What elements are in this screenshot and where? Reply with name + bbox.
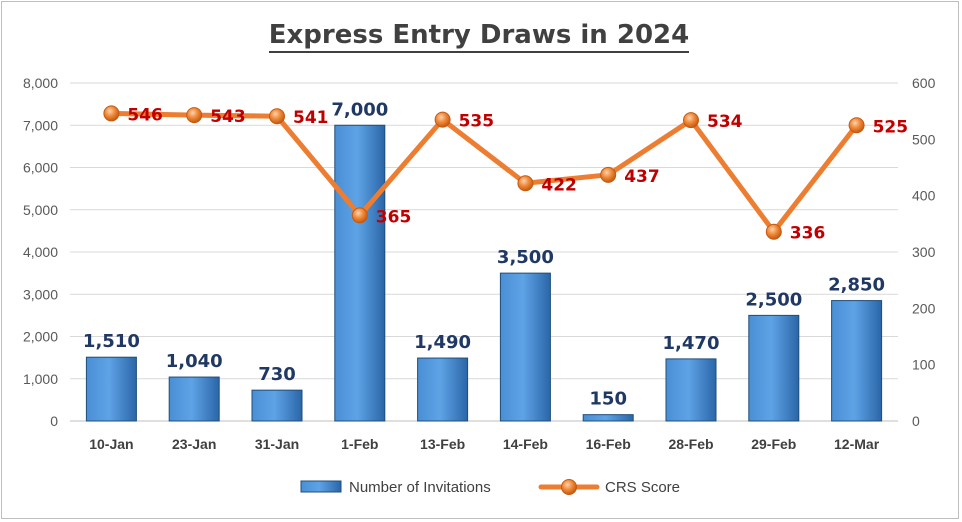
- line-data-label: 535: [459, 112, 495, 132]
- x-axis: 10-Jan 23-Jan 31-Jan 1-Feb 13-Feb 14-Feb 16-Fe…: [89, 436, 879, 452]
- bar-data-label: 7,000: [331, 99, 388, 120]
- bar: [417, 357, 469, 422]
- line-point: [186, 107, 203, 124]
- legend-label-crs: CRS Score: [605, 479, 680, 496]
- left-y-axis: 0 1,000 2,000 3,000 4,000 5,000 6,000 7,000 8,00…: [23, 75, 58, 429]
- left-tick-label: 6,000: [23, 160, 58, 176]
- left-tick-label: 4,000: [23, 244, 58, 260]
- bar: [168, 376, 220, 422]
- right-y-axis: 0 100 200 300 400 500 600: [912, 75, 936, 429]
- bar-data-label: 1,040: [166, 351, 223, 372]
- bar-data-label: 730: [258, 364, 296, 385]
- bar: [85, 356, 137, 422]
- left-tick-label: 5,000: [23, 202, 58, 218]
- line-data-label: 541: [293, 108, 329, 128]
- right-tick-label: 300: [912, 244, 936, 260]
- bar: [665, 358, 717, 422]
- bar: [499, 272, 551, 422]
- line-point: [848, 117, 865, 134]
- category-label: 31-Jan: [255, 436, 299, 452]
- bar: [582, 414, 634, 422]
- bar-data-label: 3,500: [497, 247, 554, 268]
- line-data-label: 534: [707, 112, 743, 132]
- legend-bar-swatch: [300, 480, 342, 493]
- bar: [831, 300, 883, 422]
- category-label: 16-Feb: [586, 436, 631, 452]
- line-data-label: 543: [210, 107, 246, 127]
- legend-line-marker: [561, 479, 577, 495]
- bar: [334, 124, 386, 422]
- chart-title: Express Entry Draws in 2024: [0, 20, 958, 53]
- line-point: [351, 207, 368, 224]
- legend: Number of Invitations CRS Score: [300, 479, 680, 496]
- category-label: 10-Jan: [89, 436, 133, 452]
- right-tick-label: 600: [912, 75, 936, 91]
- line-point: [765, 223, 782, 240]
- line-data-label: 422: [541, 175, 577, 195]
- legend-label-invitations: Number of Invitations: [349, 479, 491, 496]
- line-point: [103, 105, 120, 122]
- line-point: [269, 108, 285, 125]
- bar: [251, 389, 303, 422]
- left-tick-label: 2,000: [23, 329, 58, 345]
- right-tick-label: 200: [912, 300, 936, 316]
- right-tick-label: 400: [912, 188, 936, 204]
- line-point: [683, 112, 699, 129]
- line-data-label: 365: [376, 207, 412, 227]
- line-data-label: 437: [624, 167, 660, 187]
- category-label: 12-Mar: [834, 436, 880, 452]
- crs-score-line: [108, 110, 860, 235]
- left-tick-label: 3,000: [23, 286, 58, 302]
- category-label: 13-Feb: [420, 436, 465, 452]
- left-tick-label: 0: [50, 413, 58, 429]
- right-tick-label: 500: [912, 131, 936, 147]
- bar-data-label: 1,470: [663, 333, 720, 354]
- bar-data-label: 2,850: [828, 275, 885, 296]
- left-tick-label: 8,000: [23, 75, 58, 91]
- bar-data-label: 1,510: [83, 331, 140, 352]
- category-label: 28-Feb: [668, 436, 713, 452]
- category-label: 23-Jan: [172, 436, 216, 452]
- line-series: 546 543 541 365 535 422 437 534 336 525: [103, 105, 909, 244]
- category-label: 1-Feb: [341, 436, 378, 452]
- right-tick-label: 100: [912, 357, 936, 373]
- line-data-label: 336: [790, 224, 826, 244]
- category-label: 29-Feb: [751, 436, 796, 452]
- line-data-label: 546: [127, 105, 162, 125]
- line-point: [517, 175, 534, 192]
- right-tick-label: 0: [912, 413, 920, 429]
- bar-data-label: 2,500: [745, 289, 802, 310]
- left-tick-label: 7,000: [23, 117, 58, 133]
- bar-data-label: 150: [589, 389, 627, 410]
- bar-data-label: 1,490: [414, 332, 471, 353]
- left-tick-label: 1,000: [23, 371, 58, 387]
- line-point: [600, 166, 617, 183]
- chart-title-text: Express Entry Draws in 2024: [268, 20, 690, 53]
- line-data-label: 525: [873, 117, 909, 137]
- bar: [748, 314, 800, 422]
- line-point: [434, 111, 451, 128]
- category-label: 14-Feb: [503, 436, 548, 452]
- bar-series: 1,510 1,040 730 7,000 1,490 3,500 150 1,470 2,50…: [83, 99, 885, 422]
